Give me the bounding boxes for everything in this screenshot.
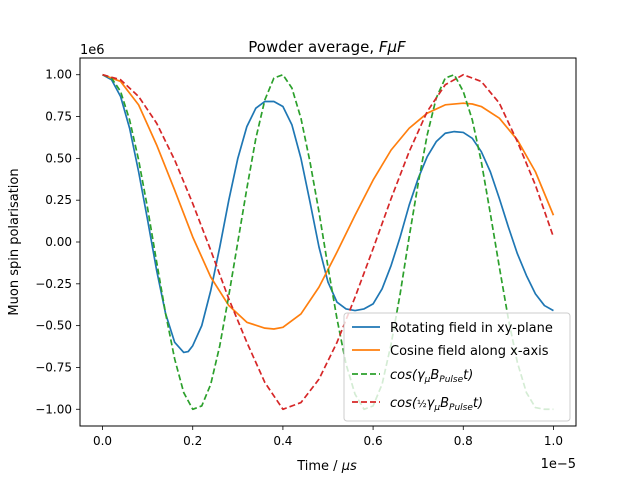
x-offset-text: 1e−5 xyxy=(541,457,576,472)
x-axis-label-prefix: Time / xyxy=(296,459,341,474)
x-tick-label-5: 1.0 xyxy=(544,434,563,448)
x-axis-label: Time / μs xyxy=(296,459,357,474)
y-offset-text: 1e6 xyxy=(80,43,105,58)
y-tick-label-3: 0.25 xyxy=(45,193,72,207)
y-tick-label-5: −0.25 xyxy=(35,277,72,291)
x-tick-label-1: 0.2 xyxy=(183,434,202,448)
legend-box xyxy=(343,312,571,422)
chart-title-math: FμF xyxy=(379,38,406,56)
legend: Rotating field in xy-plane Cosine field … xyxy=(343,312,571,422)
series-line-3 xyxy=(102,73,555,411)
y-tick-label-2: 0.50 xyxy=(45,151,72,165)
y-tick-label-7: −0.75 xyxy=(35,360,72,374)
y-ticks: 1.00 0.75 0.50 0.25 0.00 −0.25 −0.50 −0.75 −1.00 xyxy=(35,68,80,416)
x-tick-label-3: 0.6 xyxy=(364,434,383,448)
chart-title: Powder average, FμF xyxy=(248,38,406,56)
x-tick-label-2: 0.4 xyxy=(273,434,292,448)
y-tick-label-8: −1.00 xyxy=(35,402,72,416)
series-line-0 xyxy=(102,73,554,354)
y-tick-label-6: −0.50 xyxy=(35,319,72,333)
y-tick-label-4: 0.00 xyxy=(45,235,72,249)
legend-label-cosine: Cosine field along x-axis xyxy=(390,344,549,359)
x-axis-label-math: μs xyxy=(341,459,357,474)
legend-label-rotating: Rotating field in xy-plane xyxy=(390,321,553,336)
y-tick-label-1: 0.75 xyxy=(45,110,72,124)
x-tick-label-0: 0.0 xyxy=(93,434,112,448)
y-tick-label-0: 1.00 xyxy=(45,68,72,82)
series-layer xyxy=(102,73,555,411)
x-tick-label-4: 0.8 xyxy=(454,434,473,448)
x-ticks: 0.0 0.2 0.4 0.6 0.8 1.0 xyxy=(93,426,563,448)
series-line-2 xyxy=(102,73,554,411)
y-axis-label: Muon spin polarisation xyxy=(7,168,22,315)
chart-title-prefix: Powder average, xyxy=(248,38,379,56)
